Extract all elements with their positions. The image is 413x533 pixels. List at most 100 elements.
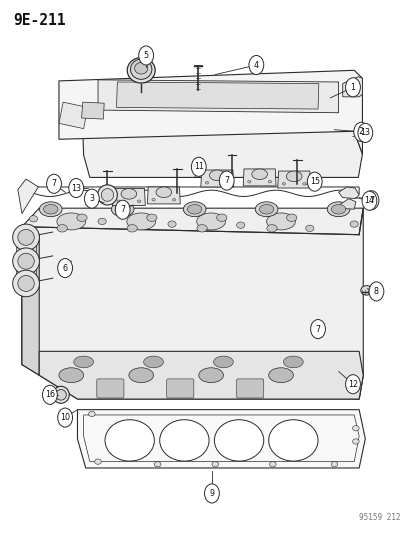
- Ellipse shape: [154, 462, 161, 467]
- Text: 11: 11: [193, 163, 203, 171]
- Text: 12: 12: [347, 379, 357, 389]
- Ellipse shape: [259, 205, 273, 214]
- Ellipse shape: [13, 270, 39, 297]
- Text: 7: 7: [120, 205, 125, 214]
- Polygon shape: [147, 187, 180, 204]
- Circle shape: [57, 408, 72, 427]
- Ellipse shape: [101, 189, 114, 201]
- Ellipse shape: [198, 368, 223, 383]
- Text: 7: 7: [51, 179, 57, 188]
- Polygon shape: [22, 227, 39, 375]
- Circle shape: [310, 319, 325, 338]
- Ellipse shape: [349, 221, 358, 227]
- FancyBboxPatch shape: [166, 379, 193, 398]
- Ellipse shape: [211, 462, 218, 467]
- Circle shape: [84, 189, 99, 208]
- Circle shape: [306, 172, 321, 191]
- Circle shape: [219, 171, 234, 190]
- Polygon shape: [77, 410, 364, 468]
- Ellipse shape: [18, 229, 34, 245]
- Ellipse shape: [127, 224, 137, 232]
- Text: 6: 6: [62, 264, 67, 272]
- Ellipse shape: [266, 224, 276, 232]
- Ellipse shape: [57, 213, 85, 230]
- Circle shape: [138, 46, 153, 65]
- Ellipse shape: [197, 224, 206, 232]
- Ellipse shape: [159, 419, 209, 461]
- Text: 5: 5: [143, 51, 148, 60]
- Text: 7: 7: [368, 196, 373, 205]
- Ellipse shape: [255, 202, 277, 216]
- Polygon shape: [342, 77, 361, 97]
- Ellipse shape: [143, 356, 163, 368]
- Polygon shape: [18, 179, 38, 214]
- Ellipse shape: [55, 390, 66, 400]
- Polygon shape: [39, 351, 362, 399]
- Ellipse shape: [205, 181, 208, 184]
- Ellipse shape: [327, 202, 349, 216]
- Ellipse shape: [13, 224, 39, 251]
- Polygon shape: [81, 102, 104, 119]
- Ellipse shape: [57, 224, 67, 232]
- Circle shape: [345, 78, 359, 97]
- Circle shape: [191, 157, 206, 176]
- Ellipse shape: [330, 205, 345, 214]
- Ellipse shape: [137, 200, 140, 203]
- Ellipse shape: [286, 171, 301, 182]
- Polygon shape: [22, 208, 362, 399]
- Circle shape: [363, 191, 378, 210]
- Ellipse shape: [39, 202, 62, 216]
- Polygon shape: [338, 199, 355, 209]
- Ellipse shape: [216, 214, 226, 221]
- Ellipse shape: [29, 216, 38, 222]
- Polygon shape: [338, 187, 358, 199]
- Circle shape: [43, 385, 57, 405]
- Polygon shape: [16, 241, 36, 257]
- Text: 7: 7: [315, 325, 320, 334]
- Circle shape: [57, 259, 72, 278]
- Text: 15: 15: [309, 177, 319, 186]
- Ellipse shape: [251, 169, 267, 180]
- Text: 1: 1: [350, 83, 355, 92]
- Ellipse shape: [156, 187, 171, 198]
- Ellipse shape: [209, 170, 225, 181]
- Ellipse shape: [225, 181, 229, 184]
- Polygon shape: [98, 80, 338, 113]
- Polygon shape: [39, 351, 362, 399]
- Circle shape: [248, 55, 263, 75]
- FancyBboxPatch shape: [97, 379, 123, 398]
- Circle shape: [69, 179, 83, 198]
- Ellipse shape: [268, 368, 293, 383]
- Ellipse shape: [127, 58, 155, 83]
- Ellipse shape: [352, 439, 358, 444]
- Ellipse shape: [59, 368, 83, 383]
- Ellipse shape: [330, 462, 337, 467]
- Ellipse shape: [98, 218, 106, 224]
- Ellipse shape: [305, 225, 313, 231]
- Ellipse shape: [283, 356, 302, 368]
- Ellipse shape: [130, 59, 152, 79]
- Polygon shape: [59, 70, 361, 154]
- Ellipse shape: [286, 214, 296, 221]
- Ellipse shape: [152, 198, 155, 201]
- Ellipse shape: [168, 221, 176, 227]
- Circle shape: [353, 122, 368, 141]
- Ellipse shape: [95, 459, 101, 464]
- Ellipse shape: [360, 286, 371, 295]
- Ellipse shape: [196, 213, 225, 230]
- Ellipse shape: [236, 222, 244, 228]
- Ellipse shape: [352, 425, 358, 431]
- Polygon shape: [116, 82, 318, 109]
- Ellipse shape: [126, 213, 155, 230]
- Polygon shape: [112, 189, 145, 206]
- Polygon shape: [242, 169, 275, 186]
- FancyBboxPatch shape: [236, 379, 263, 398]
- Text: 3: 3: [89, 194, 94, 203]
- Text: 13: 13: [71, 183, 81, 192]
- Text: 9: 9: [209, 489, 214, 498]
- Text: 95159 212: 95159 212: [358, 513, 399, 522]
- Ellipse shape: [53, 386, 69, 403]
- Ellipse shape: [302, 182, 305, 185]
- Ellipse shape: [18, 253, 34, 269]
- Polygon shape: [277, 171, 310, 188]
